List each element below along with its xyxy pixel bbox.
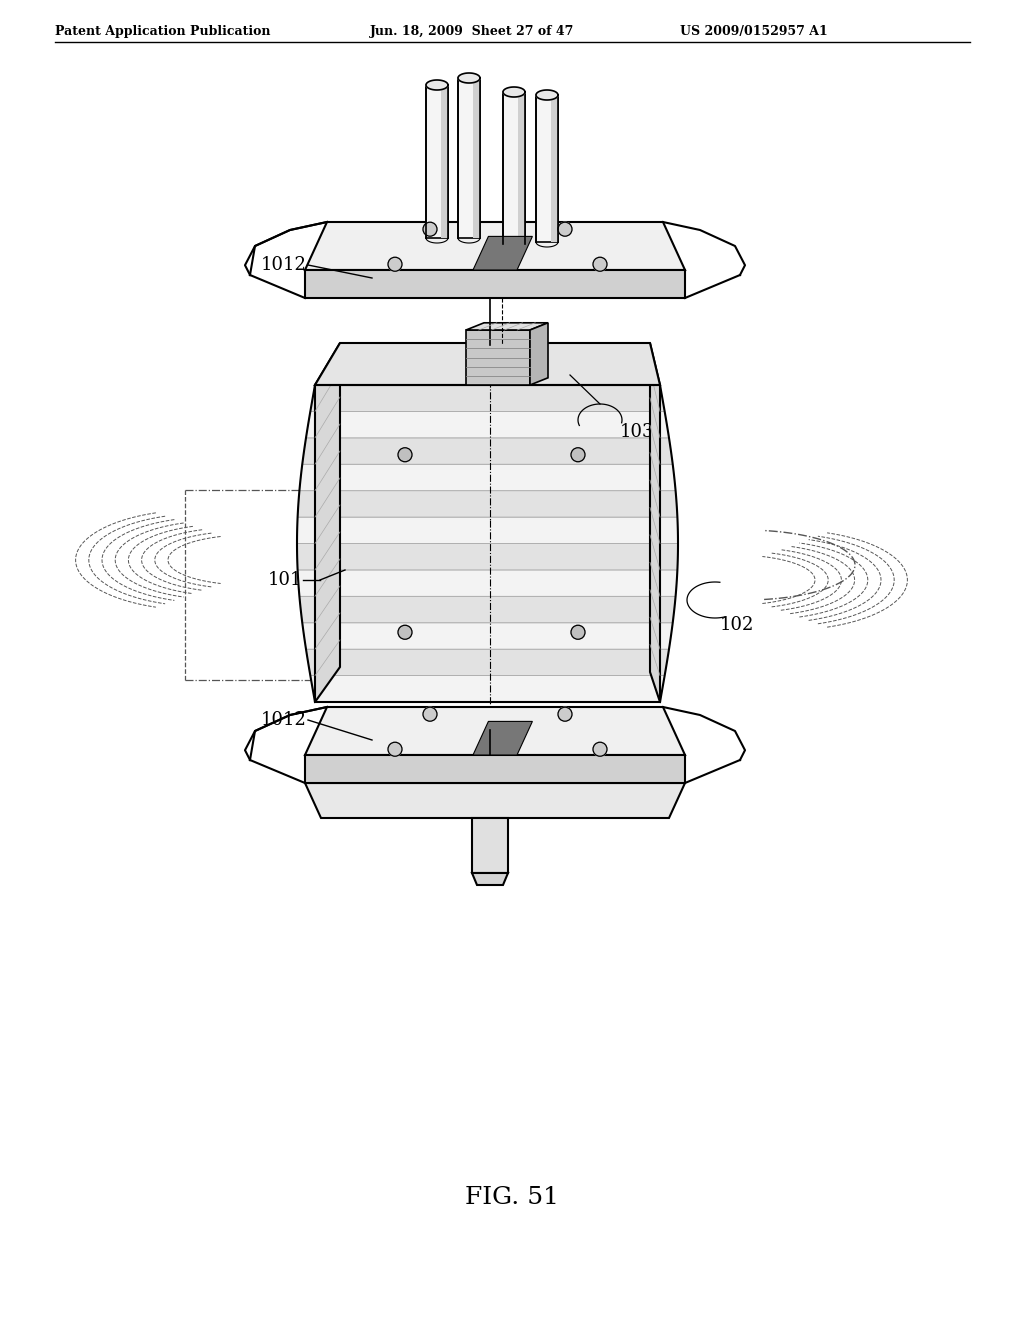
Text: 1012: 1012	[261, 256, 307, 275]
Polygon shape	[297, 517, 678, 544]
Polygon shape	[299, 465, 676, 491]
Circle shape	[388, 742, 402, 756]
Circle shape	[593, 257, 607, 271]
Polygon shape	[310, 385, 665, 412]
Polygon shape	[530, 323, 548, 385]
Polygon shape	[299, 597, 676, 623]
Polygon shape	[310, 676, 665, 702]
Text: 1012: 1012	[261, 711, 307, 729]
Polygon shape	[458, 73, 480, 83]
Circle shape	[423, 708, 437, 721]
Polygon shape	[315, 343, 340, 702]
Circle shape	[571, 447, 585, 462]
Circle shape	[558, 222, 572, 236]
Circle shape	[558, 708, 572, 721]
Text: Patent Application Publication: Patent Application Publication	[55, 25, 270, 38]
Polygon shape	[473, 722, 532, 755]
Polygon shape	[305, 222, 685, 271]
Polygon shape	[536, 95, 558, 242]
Circle shape	[571, 626, 585, 639]
Polygon shape	[426, 81, 449, 90]
Polygon shape	[472, 873, 508, 884]
Polygon shape	[302, 438, 673, 465]
Polygon shape	[298, 491, 678, 517]
Circle shape	[398, 626, 412, 639]
Polygon shape	[441, 84, 449, 238]
Polygon shape	[503, 92, 525, 244]
Polygon shape	[536, 90, 558, 100]
Polygon shape	[473, 236, 532, 271]
Circle shape	[593, 742, 607, 756]
Text: 103: 103	[620, 422, 654, 441]
Circle shape	[388, 257, 402, 271]
Polygon shape	[503, 87, 525, 96]
Polygon shape	[650, 343, 660, 702]
Polygon shape	[302, 623, 673, 649]
Circle shape	[398, 447, 412, 462]
Polygon shape	[306, 649, 669, 676]
Text: US 2009/0152957 A1: US 2009/0152957 A1	[680, 25, 827, 38]
Polygon shape	[473, 78, 480, 238]
Polygon shape	[315, 343, 660, 385]
Circle shape	[423, 222, 437, 236]
Text: 102: 102	[720, 616, 755, 634]
Polygon shape	[466, 330, 530, 385]
Polygon shape	[305, 755, 685, 783]
Polygon shape	[305, 708, 685, 755]
Polygon shape	[518, 92, 525, 244]
Polygon shape	[466, 323, 548, 330]
Text: Jun. 18, 2009  Sheet 27 of 47: Jun. 18, 2009 Sheet 27 of 47	[370, 25, 574, 38]
Polygon shape	[305, 271, 685, 298]
Polygon shape	[426, 84, 449, 238]
Polygon shape	[472, 818, 508, 873]
Polygon shape	[297, 544, 678, 570]
Text: FIG. 51: FIG. 51	[465, 1187, 559, 1209]
Text: 101: 101	[267, 572, 302, 589]
Polygon shape	[306, 412, 669, 438]
Polygon shape	[458, 78, 480, 238]
Polygon shape	[298, 570, 678, 597]
Polygon shape	[551, 95, 558, 242]
Polygon shape	[305, 783, 685, 818]
